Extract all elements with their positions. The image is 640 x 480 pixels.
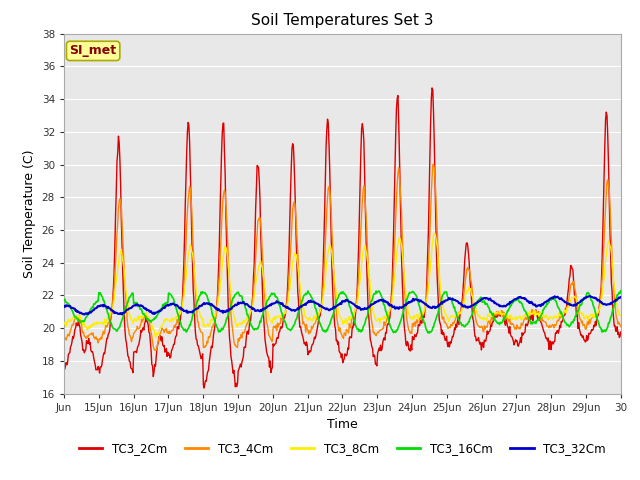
Title: Soil Temperatures Set 3: Soil Temperatures Set 3 (251, 13, 434, 28)
Y-axis label: Soil Temperature (C): Soil Temperature (C) (23, 149, 36, 278)
X-axis label: Time: Time (327, 418, 358, 431)
Text: SI_met: SI_met (70, 44, 116, 58)
Legend: TC3_2Cm, TC3_4Cm, TC3_8Cm, TC3_16Cm, TC3_32Cm: TC3_2Cm, TC3_4Cm, TC3_8Cm, TC3_16Cm, TC3… (74, 437, 611, 460)
